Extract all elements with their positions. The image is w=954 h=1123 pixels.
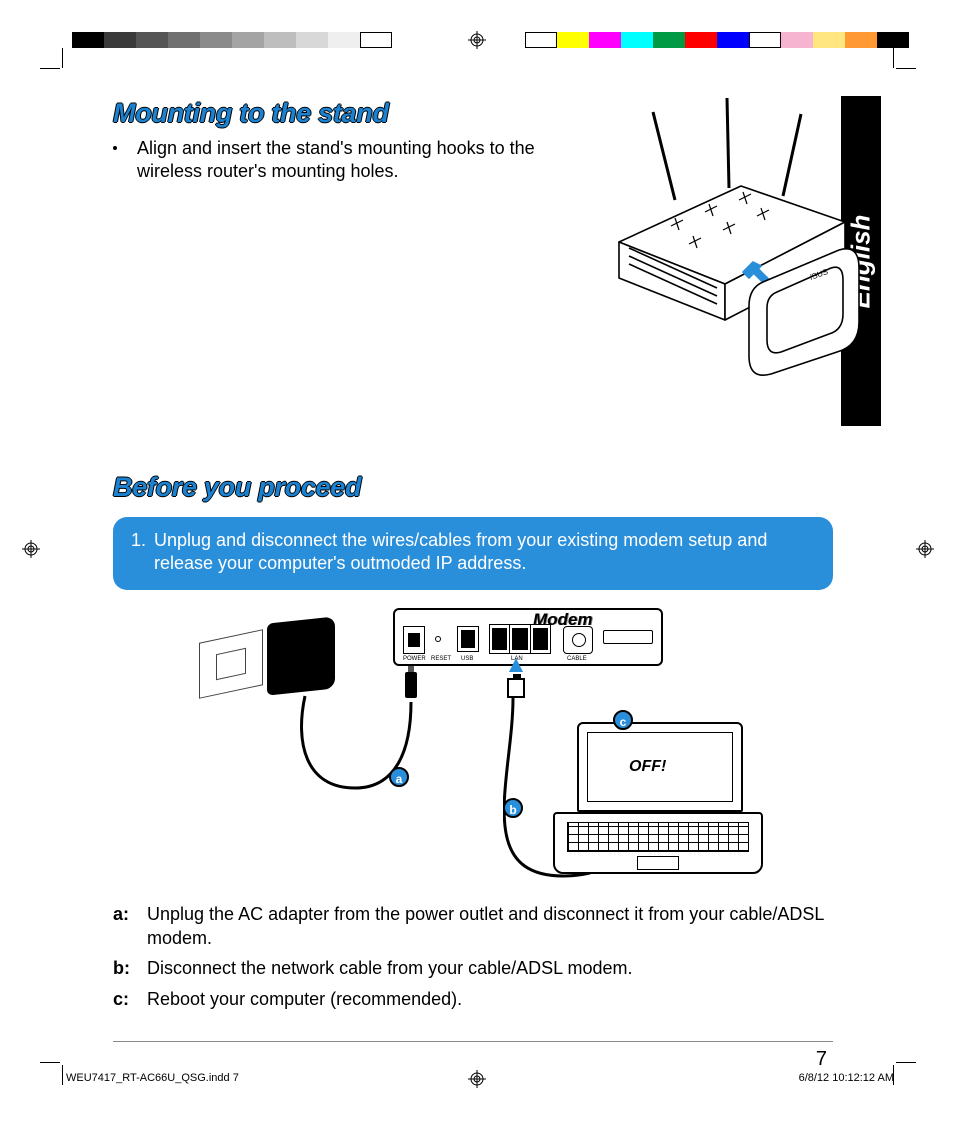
rj45-plug-icon bbox=[507, 678, 525, 698]
legend-text: Reboot your computer (recommended). bbox=[147, 987, 462, 1011]
port-label: CABLE bbox=[567, 656, 587, 662]
crop-tick bbox=[62, 48, 63, 68]
page-number: 7 bbox=[113, 1048, 833, 1071]
registration-mark-icon bbox=[22, 540, 40, 558]
crop-tick bbox=[62, 1065, 63, 1085]
ac-adapter-icon bbox=[267, 616, 335, 695]
diagram-label-b: b bbox=[503, 798, 523, 818]
step-number: 1. bbox=[131, 529, 146, 576]
wall-outlet-icon bbox=[199, 629, 263, 699]
step-callout: 1. Unplug and disconnect the wires/cable… bbox=[113, 517, 833, 590]
footer-timestamp: 6/8/12 10:12:12 AM bbox=[799, 1072, 894, 1084]
legend-row: a: Unplug the AC adapter from the power … bbox=[113, 902, 833, 951]
laptop-icon: OFF! bbox=[553, 722, 763, 878]
crop-tick bbox=[40, 1062, 60, 1063]
modem-led-strip bbox=[603, 630, 653, 644]
modem-power-port bbox=[403, 626, 425, 654]
modem-usb-port bbox=[457, 626, 479, 652]
legend: a: Unplug the AC adapter from the power … bbox=[113, 902, 833, 1011]
dc-plug-icon bbox=[405, 672, 417, 698]
step-text: Unplug and disconnect the wires/cables f… bbox=[154, 529, 815, 576]
print-footer: WEU7417_RT-AC66U_QSG.indd 7 6/8/12 10:12… bbox=[66, 1072, 894, 1084]
diagram-label-c: c bbox=[613, 710, 633, 730]
page-root: English Mounting to the stand Align and … bbox=[0, 0, 954, 1123]
router-stand-figure: /SUS bbox=[593, 92, 868, 377]
divider bbox=[113, 1041, 833, 1042]
legend-text: Disconnect the network cable from your c… bbox=[147, 956, 633, 980]
port-label: POWER bbox=[403, 656, 426, 662]
registration-mark-icon bbox=[916, 540, 934, 558]
content-area: Mounting to the stand Align and insert t… bbox=[113, 98, 833, 1071]
calibration-gray-bar bbox=[72, 32, 392, 48]
diagram-label-a: a bbox=[389, 767, 409, 787]
legend-key: c: bbox=[113, 987, 137, 1011]
crop-tick bbox=[896, 68, 916, 69]
crop-tick bbox=[40, 68, 60, 69]
bullet-icon bbox=[113, 137, 119, 182]
calibration-color-bar bbox=[525, 32, 909, 48]
bullet-text: Align and insert the stand's mounting ho… bbox=[137, 137, 547, 182]
laptop-off-label: OFF! bbox=[629, 758, 666, 776]
modem-reset-icon bbox=[435, 636, 441, 642]
crop-tick bbox=[896, 1062, 916, 1063]
section-before-you-proceed: Before you proceed 1. Unplug and disconn… bbox=[113, 472, 833, 1071]
registration-mark-icon bbox=[468, 31, 486, 49]
section-title-before: Before you proceed bbox=[113, 472, 833, 503]
port-label: RESET bbox=[431, 656, 451, 662]
legend-key: b: bbox=[113, 956, 137, 980]
modem-lan-ports bbox=[489, 624, 551, 654]
legend-text: Unplug the AC adapter from the power out… bbox=[147, 902, 833, 951]
legend-key: a: bbox=[113, 902, 137, 951]
legend-row: c: Reboot your computer (recommended). bbox=[113, 987, 833, 1011]
port-label: USB bbox=[461, 656, 473, 662]
modem-cable-port bbox=[563, 626, 593, 654]
crop-tick bbox=[893, 48, 894, 68]
arrow-up-icon bbox=[509, 658, 523, 672]
disconnect-diagram: Modem POWER RESET USB LAN CABLE bbox=[193, 606, 753, 886]
legend-row: b: Disconnect the network cable from you… bbox=[113, 956, 833, 980]
footer-file: WEU7417_RT-AC66U_QSG.indd 7 bbox=[66, 1072, 239, 1084]
